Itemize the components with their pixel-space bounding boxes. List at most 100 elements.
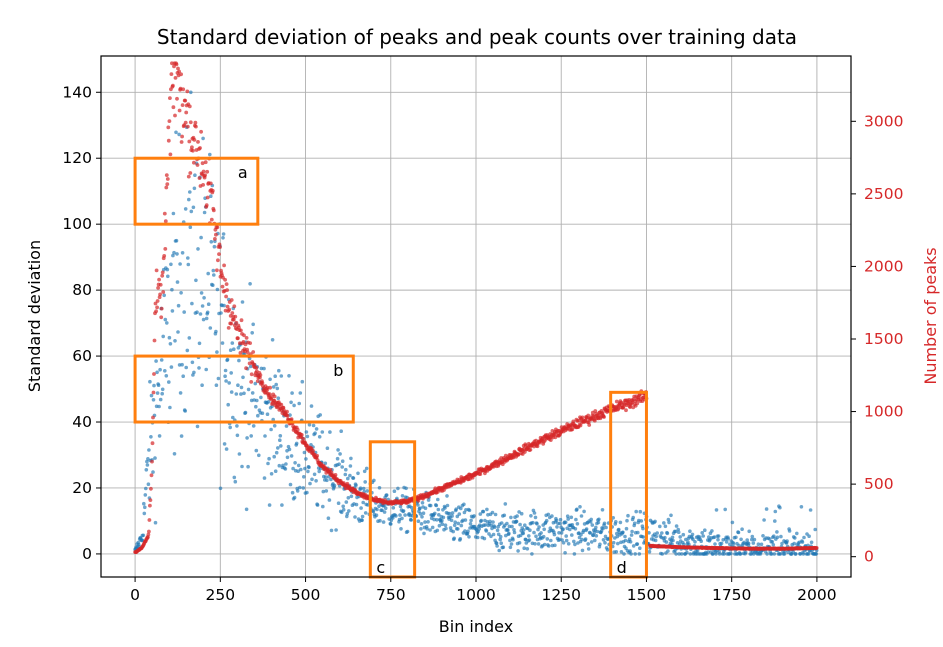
peaks-point (192, 160, 196, 165)
std-point (677, 552, 681, 556)
peaks-point (185, 89, 190, 94)
std-point (521, 531, 525, 536)
std-point (222, 303, 226, 308)
peaks-point (173, 113, 177, 118)
peaks-point (154, 268, 159, 273)
std-point (332, 483, 337, 488)
peaks-point (220, 284, 225, 289)
y2-tick-label: 0 (864, 548, 874, 566)
std-point (361, 500, 366, 505)
std-point (180, 251, 185, 255)
std-point (192, 370, 196, 375)
std-point (321, 504, 325, 509)
std-point (147, 448, 151, 452)
peaks-series (133, 61, 819, 554)
std-point (434, 503, 439, 508)
std-point (235, 424, 239, 428)
peaks-point (155, 305, 160, 310)
std-point (515, 514, 519, 518)
std-point (229, 371, 233, 375)
std-point (398, 513, 402, 517)
std-point (660, 531, 664, 535)
std-point (477, 527, 482, 531)
std-point (638, 546, 642, 550)
std-point (183, 207, 188, 211)
std-point (165, 321, 169, 325)
std-point (289, 454, 294, 458)
peaks-point (155, 299, 160, 303)
std-point (723, 507, 727, 512)
std-point (517, 510, 521, 514)
peaks-point (216, 258, 220, 263)
std-point (746, 541, 751, 546)
x-tick-label: 1250 (542, 586, 581, 604)
std-point (542, 527, 546, 532)
peaks-point (157, 295, 162, 300)
peaks-point (614, 399, 619, 404)
std-point (452, 523, 457, 528)
std-point (542, 542, 547, 547)
std-point (280, 503, 284, 507)
std-point (158, 367, 162, 372)
std-point (440, 518, 444, 523)
std-point (324, 475, 328, 479)
std-point (517, 541, 522, 545)
std-point (172, 452, 177, 456)
std-point (340, 465, 345, 469)
peaks-point (161, 290, 166, 294)
std-point (299, 467, 303, 472)
std-point (262, 366, 266, 371)
std-point (209, 240, 214, 244)
peaks-point (225, 304, 230, 309)
std-point (597, 517, 601, 522)
std-point (772, 534, 776, 538)
std-point (360, 514, 365, 519)
std-point (625, 518, 629, 523)
peaks-point (162, 254, 167, 258)
std-point (360, 518, 364, 523)
peaks-point (254, 365, 259, 370)
std-point (232, 475, 237, 480)
std-point (269, 427, 273, 432)
std-point (509, 542, 514, 546)
std-point (246, 387, 251, 392)
std-point (212, 244, 217, 249)
std-point (745, 538, 749, 542)
peaks-point (177, 108, 182, 113)
std-point (573, 542, 577, 547)
std-point (421, 511, 426, 515)
peaks-point (239, 328, 243, 333)
peaks-point (205, 169, 210, 174)
std-point (611, 516, 615, 520)
std-point (527, 538, 532, 542)
std-point (523, 523, 527, 527)
std-point (392, 489, 397, 494)
std-point (273, 469, 278, 474)
x-tick-label: 250 (206, 586, 236, 604)
peaks-point (187, 139, 192, 144)
std-point (533, 515, 538, 520)
std-point (285, 455, 290, 460)
peaks-point (249, 380, 254, 384)
std-point (539, 531, 543, 535)
std-point (167, 380, 171, 384)
std-point (623, 538, 628, 543)
std-point (231, 415, 235, 420)
std-point (304, 430, 309, 434)
std-point (452, 536, 457, 541)
std-point (302, 475, 306, 479)
std-point (142, 501, 146, 506)
std-point (792, 541, 796, 546)
std-point (512, 530, 517, 535)
peaks-point (173, 76, 178, 80)
std-point (272, 454, 277, 459)
std-point (274, 450, 279, 455)
peaks-point (267, 392, 272, 397)
peaks-point (165, 177, 170, 181)
std-point (433, 511, 437, 516)
std-point (222, 442, 227, 446)
y2-axis-ticks: 0 500 1000 1500 2000 2500 3000 (851, 112, 903, 566)
std-point (272, 424, 277, 428)
std-point (436, 497, 440, 502)
std-point (621, 530, 625, 535)
